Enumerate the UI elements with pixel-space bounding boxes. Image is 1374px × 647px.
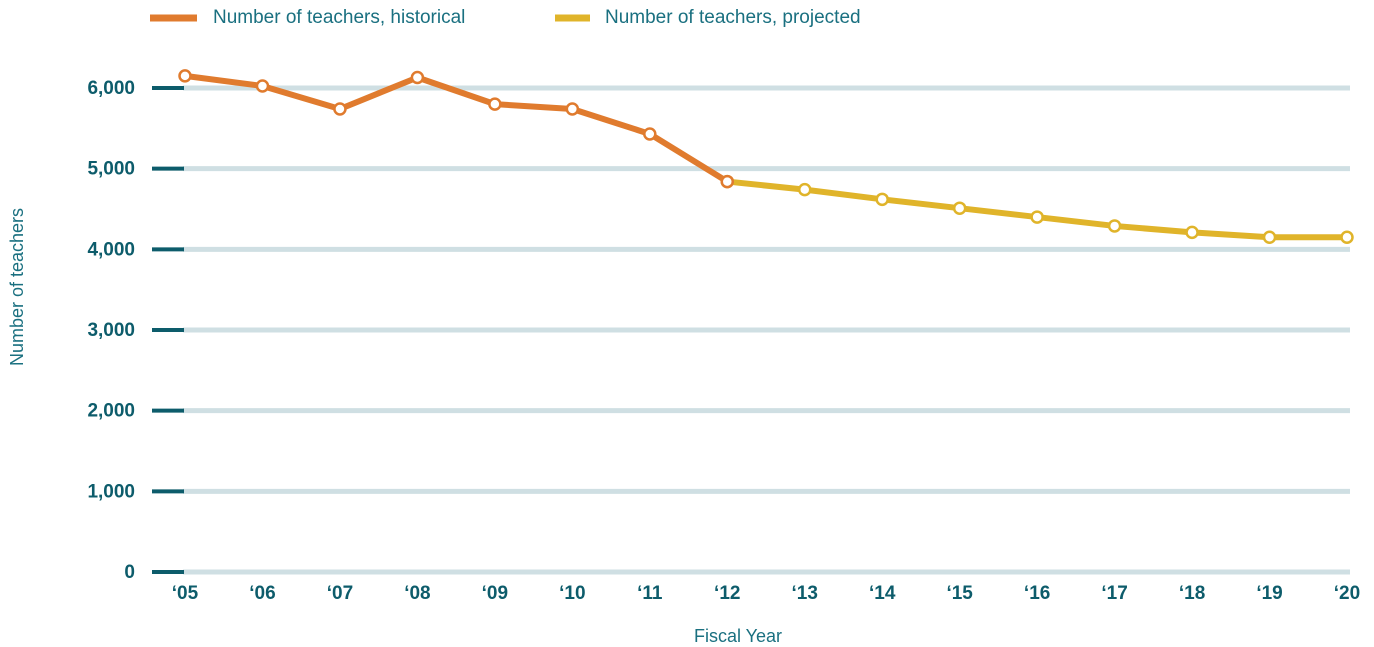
- data-point: [410, 70, 425, 85]
- series-line: [726, 178, 1347, 241]
- data-point: [1340, 230, 1354, 244]
- data-point: [1185, 225, 1199, 240]
- y-tick-label: 6,000: [87, 78, 135, 99]
- x-tick-label: ‘13: [792, 583, 818, 604]
- y-tick-label: 0: [124, 562, 135, 583]
- data-point: [720, 174, 735, 189]
- data-point: [1030, 210, 1044, 224]
- y-tick-label: 4,000: [87, 239, 135, 260]
- x-tick-label: ‘08: [404, 583, 430, 604]
- data-point: [643, 127, 657, 141]
- data-point: [1262, 230, 1277, 244]
- x-tick-label: ‘14: [869, 583, 896, 604]
- x-tick-label: ‘11: [637, 583, 663, 604]
- x-tick-label: ‘05: [172, 583, 199, 604]
- legend-label: Number of teachers, projected: [605, 7, 861, 28]
- y-tick-label: 5,000: [87, 159, 135, 180]
- x-tick-label: ‘09: [482, 583, 508, 604]
- x-tick-label: ‘20: [1334, 583, 1360, 604]
- data-point: [333, 102, 347, 116]
- data-point: [565, 102, 580, 116]
- data-point: [255, 79, 270, 93]
- x-tick-label: ‘18: [1179, 583, 1205, 604]
- x-tick-label: ‘17: [1101, 583, 1127, 604]
- y-tick-label: 2,000: [87, 401, 135, 422]
- x-tick-label: ‘19: [1256, 583, 1282, 604]
- data-point: [1107, 219, 1122, 233]
- x-tick-label: ‘06: [249, 583, 275, 604]
- x-tick-label: ‘07: [327, 583, 353, 604]
- data-point: [875, 192, 889, 207]
- x-axis-label: Fiscal Year: [694, 626, 782, 646]
- x-tick-label: ‘10: [559, 583, 585, 604]
- x-tick-label: ‘15: [946, 583, 973, 604]
- data-point: [952, 201, 967, 215]
- y-axis-label: Number of teachers: [7, 208, 27, 366]
- data-point: [797, 182, 812, 197]
- y-tick-label: 3,000: [87, 320, 135, 341]
- x-tick-label: ‘12: [714, 583, 740, 604]
- y-tick-label: 1,000: [87, 481, 135, 502]
- series-line: [184, 72, 729, 185]
- legend-label: Number of teachers, historical: [213, 7, 465, 28]
- data-point: [488, 97, 502, 111]
- data-point: [178, 69, 192, 83]
- x-tick-label: ‘16: [1024, 583, 1050, 604]
